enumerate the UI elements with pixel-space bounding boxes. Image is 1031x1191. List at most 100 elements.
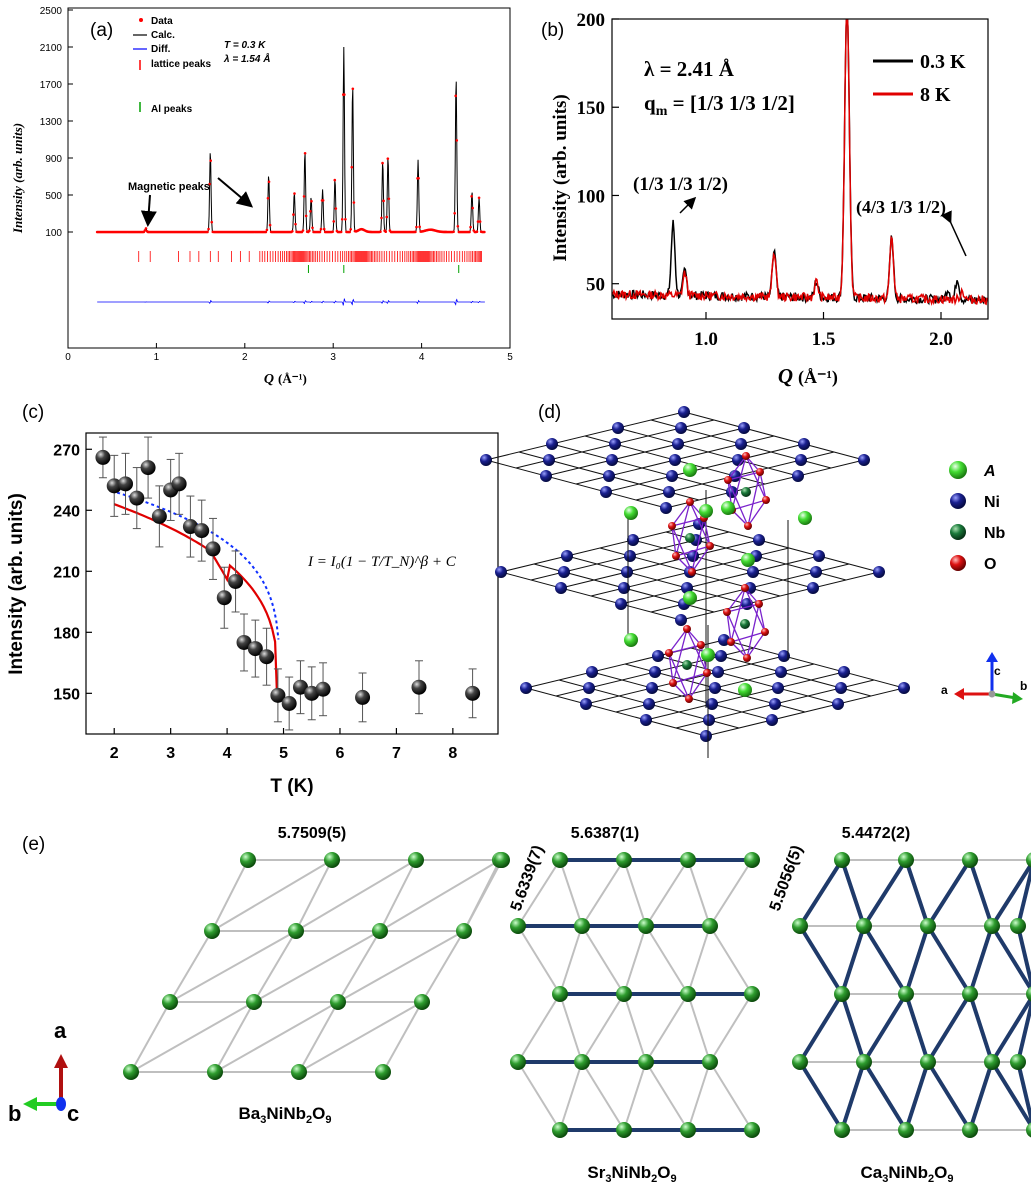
grey-bond (623, 1061, 647, 1131)
ni-atom (660, 502, 672, 514)
ni-atom (546, 438, 558, 450)
c-point-marker (194, 523, 210, 539)
octahedron-edge (746, 631, 766, 659)
ni-atom (712, 666, 724, 678)
ni-atom (540, 470, 552, 482)
grey-bond (211, 859, 249, 932)
ni-atom (741, 598, 753, 610)
lattice-node (494, 852, 510, 868)
legend-data-marker (139, 18, 143, 22)
ni-atom (480, 454, 492, 466)
c-data-point (315, 662, 331, 717)
ni-atom (624, 550, 636, 562)
c-point-marker (247, 641, 263, 657)
navy-bond (968, 859, 994, 927)
grey-bond (517, 1061, 561, 1131)
lattice-node (414, 994, 430, 1010)
grey-bond (687, 1061, 711, 1131)
grey-bond (214, 1001, 255, 1073)
ni-atom (652, 650, 664, 662)
lattice-node (616, 986, 632, 1002)
octahedron-edge (675, 545, 711, 557)
ni-atom (640, 714, 652, 726)
a-data-point (452, 230, 455, 234)
c-xtick-label: 4 (223, 745, 232, 762)
lattice-node (616, 1122, 632, 1138)
a-data-point (268, 223, 272, 227)
panel-a-xlabel: Q (264, 372, 274, 387)
c-point-marker (292, 679, 308, 695)
lattice-node (920, 1054, 936, 1070)
navy-bond (968, 993, 994, 1063)
a-data-point (334, 207, 338, 210)
navy-bond (1016, 925, 1031, 990)
panel-b-xlabel-unit: (Å⁻¹) (798, 367, 838, 388)
legend-03K-label: 0.3 K (920, 51, 966, 73)
c-data-point (228, 550, 244, 613)
lattice-node (240, 852, 256, 868)
c-point-marker (140, 460, 156, 476)
panel-b-wavelength: λ = 2.41 Å (644, 57, 735, 81)
octahedron-edge (675, 501, 691, 557)
c-data-point (259, 627, 275, 686)
panel-b: (b) Intensity (arb. units) Q (Å⁻¹) 1.0 1.… (541, 10, 989, 388)
octahedron-edge (703, 517, 711, 547)
o-atom (744, 522, 752, 530)
navy-bond (862, 858, 908, 928)
navy-bond (990, 1060, 1031, 1129)
c-point-marker (411, 679, 427, 695)
octahedron-edge (726, 611, 732, 643)
c-point-marker (182, 519, 198, 535)
lattice-node (456, 923, 472, 939)
ni-atom (643, 698, 655, 710)
octahedron-edge (691, 545, 711, 573)
navy-bond (968, 1061, 994, 1131)
ni-atom (649, 666, 661, 678)
grey-bond (581, 859, 625, 927)
octahedron-edge (668, 652, 674, 684)
grey-bond (298, 1001, 423, 1073)
legend-label-a: A (983, 463, 996, 480)
octahedron-edge (731, 499, 767, 511)
ca-formula: Ca3NiNb2O9 (860, 1163, 953, 1185)
ni-atom (753, 534, 765, 546)
a-data-point (382, 199, 385, 203)
ni-atom (778, 650, 790, 662)
navy-bond (798, 924, 844, 996)
c-data-point (171, 452, 187, 515)
navy-bond (862, 924, 908, 996)
ni-atom (520, 682, 532, 694)
lattice-node (291, 1064, 307, 1080)
o-atom (665, 649, 673, 657)
navy-bond (968, 925, 994, 995)
panel-b-legend: 0.3 K 8 K (873, 51, 966, 106)
panel-a-temperature: T = 0.3 K (224, 40, 266, 51)
peak-arrow-1 (679, 196, 697, 214)
octahedron-edge (746, 603, 760, 659)
magnetic-peak-arrow-2 (217, 177, 254, 208)
c-point-marker (171, 476, 187, 492)
lattice-node (574, 1054, 590, 1070)
legend-atom-nb (950, 524, 966, 540)
octahedron-edge (726, 587, 746, 613)
grey-bond (379, 859, 501, 932)
a-data-point (331, 230, 334, 234)
panel-a-frame (67, 7, 511, 349)
panel-c-label: (c) (22, 402, 44, 423)
o-atom (686, 498, 694, 506)
lattice-node (962, 852, 978, 868)
ni-atom (558, 566, 570, 578)
c-point-marker (216, 590, 232, 606)
a-xtick-label: 5 (507, 352, 513, 363)
c-xtick-label: 7 (392, 745, 401, 762)
grey-bond (295, 859, 333, 932)
panel-a-ylabel: Intensity (arb. units) (10, 123, 25, 234)
a-data-point (293, 192, 296, 195)
sr-side-length: 5.6339(7) (508, 843, 547, 913)
lattice-node (702, 918, 718, 934)
ni-atom (580, 698, 592, 710)
a-data-point (469, 225, 472, 229)
legend-atom-o (950, 555, 966, 571)
c-data-point (182, 495, 198, 558)
sr-formula: Sr3NiNb2O9 (587, 1163, 676, 1185)
